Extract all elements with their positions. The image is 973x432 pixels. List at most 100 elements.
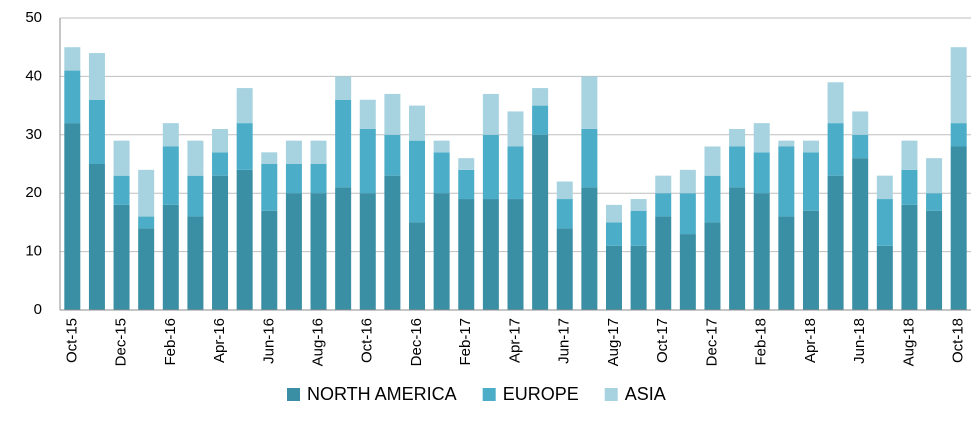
legend-label: ASIA	[625, 384, 666, 404]
bar-segment	[310, 193, 327, 310]
bar-segment	[113, 175, 130, 205]
bar-segment	[655, 193, 672, 217]
bar-segment	[64, 47, 81, 71]
bar-segment	[926, 210, 943, 310]
bar-segment	[852, 158, 869, 310]
x-tick-label: Apr-17	[506, 318, 523, 363]
bar-segment	[876, 199, 893, 246]
bar-segment	[901, 169, 918, 205]
legend-label: NORTH AMERICA	[307, 384, 457, 404]
bar-segment	[950, 123, 967, 147]
bar-segment	[507, 199, 524, 310]
bar-segment	[433, 140, 450, 153]
bar-segment	[556, 181, 573, 200]
legend-label: EUROPE	[503, 384, 579, 404]
bar-segment	[753, 152, 770, 194]
bar-segment	[359, 99, 376, 129]
bar-segment	[64, 123, 81, 311]
bar-segment	[64, 70, 81, 124]
bar-segment	[236, 88, 253, 124]
bar-segment	[384, 93, 401, 135]
bar-segment	[285, 140, 302, 164]
bar-segment	[482, 93, 499, 135]
bar-segment	[729, 128, 746, 147]
bar-segment	[926, 158, 943, 194]
bar-segment	[532, 134, 549, 310]
bar-segment	[729, 146, 746, 188]
bar-segment	[630, 199, 647, 211]
bar-segment	[704, 222, 721, 310]
bar-segment	[827, 123, 844, 176]
bar-segment	[482, 199, 499, 310]
bar-segment	[310, 140, 327, 164]
x-tick-label: Apr-16	[211, 318, 228, 363]
bar-segment	[827, 82, 844, 124]
y-tick-label: 30	[25, 126, 42, 143]
bar-segment	[532, 105, 549, 135]
bar-segment	[704, 146, 721, 176]
x-tick-label: Jun-18	[851, 318, 868, 364]
y-tick-label: 20	[25, 184, 42, 201]
bar-segment	[581, 76, 598, 129]
bar-segment	[753, 193, 770, 310]
bar-segment	[802, 140, 819, 153]
bar-segment	[778, 140, 795, 147]
bar-segment	[384, 175, 401, 310]
bar-segment	[753, 123, 770, 153]
bar-segment	[261, 164, 278, 211]
bar-segment	[88, 53, 105, 100]
bar-segment	[187, 140, 204, 176]
bar-segment	[630, 210, 647, 246]
bar-segment	[802, 152, 819, 211]
bar-segment	[409, 140, 426, 223]
x-tick-label: Aug-17	[605, 318, 622, 366]
bar-segment	[409, 222, 426, 310]
bar-segment	[605, 222, 622, 246]
bar-segment	[212, 128, 229, 153]
bar-segment	[482, 134, 499, 200]
bar-segment	[852, 111, 869, 135]
legend-swatch	[287, 388, 300, 401]
bar-segment	[236, 169, 253, 310]
x-tick-label: Dec-15	[113, 318, 130, 366]
bar-segment	[950, 47, 967, 124]
x-tick-label: Feb-18	[753, 318, 770, 366]
bar-segment	[236, 123, 253, 170]
bar-segment	[162, 204, 179, 310]
y-tick-label: 0	[34, 301, 42, 318]
bar-segment	[187, 175, 204, 217]
bar-segment	[433, 193, 450, 310]
x-tick-label: Dec-16	[408, 318, 425, 366]
legend-swatch	[482, 388, 496, 401]
y-tick-label: 10	[25, 243, 42, 260]
x-tick-label: Oct-16	[359, 318, 376, 363]
bar-segment	[212, 175, 229, 310]
bar-segment	[138, 228, 155, 310]
bar-segment	[630, 245, 647, 310]
x-tick-label: Oct-17	[654, 318, 671, 363]
bar-segment	[187, 216, 204, 310]
x-tick-label: Jun-16	[260, 318, 277, 364]
legend-swatch	[604, 388, 618, 401]
bar-segment	[359, 128, 376, 194]
bar-segment	[88, 164, 105, 310]
bar-segment	[113, 204, 130, 310]
bar-segment	[335, 187, 352, 310]
bar-segment	[778, 146, 795, 217]
x-tick-label: Jun-17	[556, 318, 573, 364]
x-tick-label: Dec-17	[703, 318, 720, 366]
bar-segment	[138, 169, 155, 217]
bar-segment	[310, 164, 327, 194]
bar-segment	[507, 146, 524, 200]
bar-segment	[458, 169, 475, 200]
bar-segment	[605, 204, 622, 223]
x-tick-label: Oct-15	[63, 318, 80, 363]
bar-segment	[679, 193, 696, 235]
bar-segment	[285, 164, 302, 194]
bar-segment	[88, 99, 105, 164]
x-tick-label: Feb-16	[162, 318, 179, 366]
bar-segment	[778, 216, 795, 310]
bar-segment	[655, 216, 672, 310]
bar-segment	[901, 204, 918, 310]
